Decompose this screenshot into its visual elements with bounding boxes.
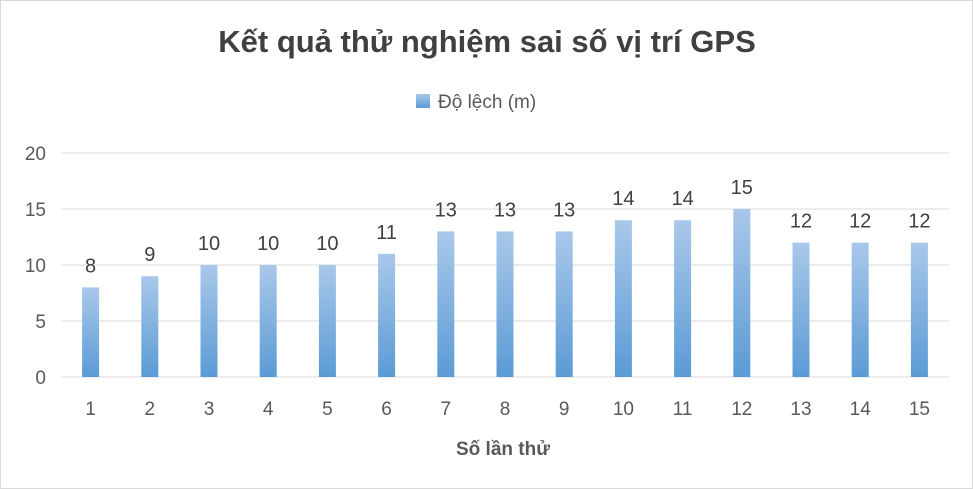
x-tick-label: 10 — [613, 399, 634, 420]
bar — [674, 220, 692, 377]
x-tick-label: 1 — [85, 399, 96, 420]
data-label: 10 — [198, 233, 220, 255]
bar — [792, 242, 810, 377]
x-tick-label: 8 — [500, 399, 511, 420]
x-axis-title: Số lần thử — [456, 439, 550, 460]
bar — [733, 209, 751, 377]
data-label: 14 — [671, 188, 693, 210]
x-tick-label: 11 — [673, 399, 693, 420]
bar — [614, 220, 632, 377]
legend-swatch — [416, 94, 430, 108]
bar — [496, 231, 514, 377]
y-tick-label: 10 — [25, 256, 46, 277]
bar — [378, 253, 396, 377]
bar — [851, 242, 869, 377]
x-tick-label: 3 — [204, 399, 215, 420]
y-tick-label: 15 — [25, 200, 46, 221]
data-label: 15 — [731, 177, 753, 199]
data-labels: 8 9 10 10 10 11 13 13 13 14 14 15 12 12 12 — [85, 177, 930, 277]
data-label: 13 — [553, 199, 575, 221]
bar — [141, 276, 159, 377]
data-label: 12 — [908, 211, 930, 233]
data-label: 14 — [612, 188, 634, 210]
bar — [200, 265, 218, 377]
data-label: 10 — [316, 233, 338, 255]
data-label: 8 — [85, 255, 96, 277]
y-tick-label: 0 — [35, 368, 46, 389]
x-tick-label: 13 — [790, 399, 811, 420]
x-tick-label: 2 — [145, 399, 156, 420]
x-tick-label: 5 — [322, 399, 333, 420]
data-label: 11 — [376, 222, 397, 244]
data-label: 13 — [494, 199, 516, 221]
y-tick-label: 5 — [35, 312, 46, 333]
legend-label: Độ lệch (m) — [438, 92, 536, 113]
bar — [318, 265, 336, 377]
x-tick-label: 15 — [909, 399, 930, 420]
data-label: 12 — [849, 211, 871, 233]
data-label: 9 — [144, 244, 155, 266]
bar — [437, 231, 455, 377]
x-tick-label: 6 — [381, 399, 392, 420]
data-label: 13 — [435, 199, 457, 221]
bar — [82, 287, 100, 377]
x-tick-label: 4 — [263, 399, 274, 420]
x-tick-label: 14 — [850, 399, 872, 420]
bar — [555, 231, 573, 377]
x-tick-label: 12 — [731, 399, 752, 420]
x-axis-ticks: 1 2 3 4 5 6 7 8 9 10 11 12 13 14 15 — [85, 399, 930, 420]
data-label: 12 — [790, 211, 812, 233]
data-label: 10 — [257, 233, 279, 255]
y-axis-ticks: 0 5 10 15 20 — [25, 144, 46, 389]
chart-title: Kết quả thử nghiệm sai số vị trí GPS — [218, 24, 756, 59]
bars — [82, 209, 928, 377]
x-tick-label: 7 — [441, 399, 452, 420]
x-tick-label: 9 — [559, 399, 570, 420]
y-tick-label: 20 — [25, 144, 46, 165]
bar — [259, 265, 277, 377]
bar — [910, 242, 928, 377]
legend: Độ lệch (m) — [416, 92, 536, 113]
